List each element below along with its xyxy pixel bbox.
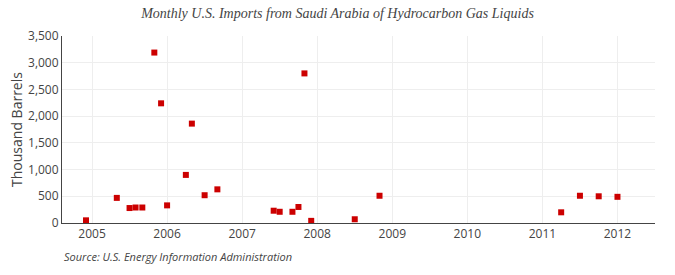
svg-text:1,500: 1,500 [28, 134, 59, 151]
svg-text:2005: 2005 [78, 225, 106, 242]
svg-text:2012: 2012 [604, 225, 632, 242]
svg-text:2,500: 2,500 [28, 81, 59, 98]
svg-text:Monthly U.S. Imports from Saud: Monthly U.S. Imports from Saudi Arabia o… [140, 6, 534, 21]
svg-text:2009: 2009 [379, 225, 407, 242]
svg-text:3,500: 3,500 [28, 27, 59, 44]
svg-text:3,000: 3,000 [28, 54, 59, 71]
svg-text:500: 500 [38, 187, 59, 204]
svg-text:2,000: 2,000 [28, 107, 59, 124]
svg-text:2011: 2011 [529, 225, 556, 242]
svg-text:Source: U.S. Energy Informatio: Source: U.S. Energy Information Administ… [64, 249, 292, 264]
svg-text:0: 0 [52, 214, 59, 231]
svg-text:Thousand Barrels: Thousand Barrels [7, 72, 26, 187]
svg-text:2007: 2007 [228, 225, 256, 242]
svg-text:2010: 2010 [454, 225, 482, 242]
svg-text:2006: 2006 [153, 225, 181, 242]
svg-text:1,000: 1,000 [28, 161, 59, 178]
svg-text:2008: 2008 [303, 225, 331, 242]
